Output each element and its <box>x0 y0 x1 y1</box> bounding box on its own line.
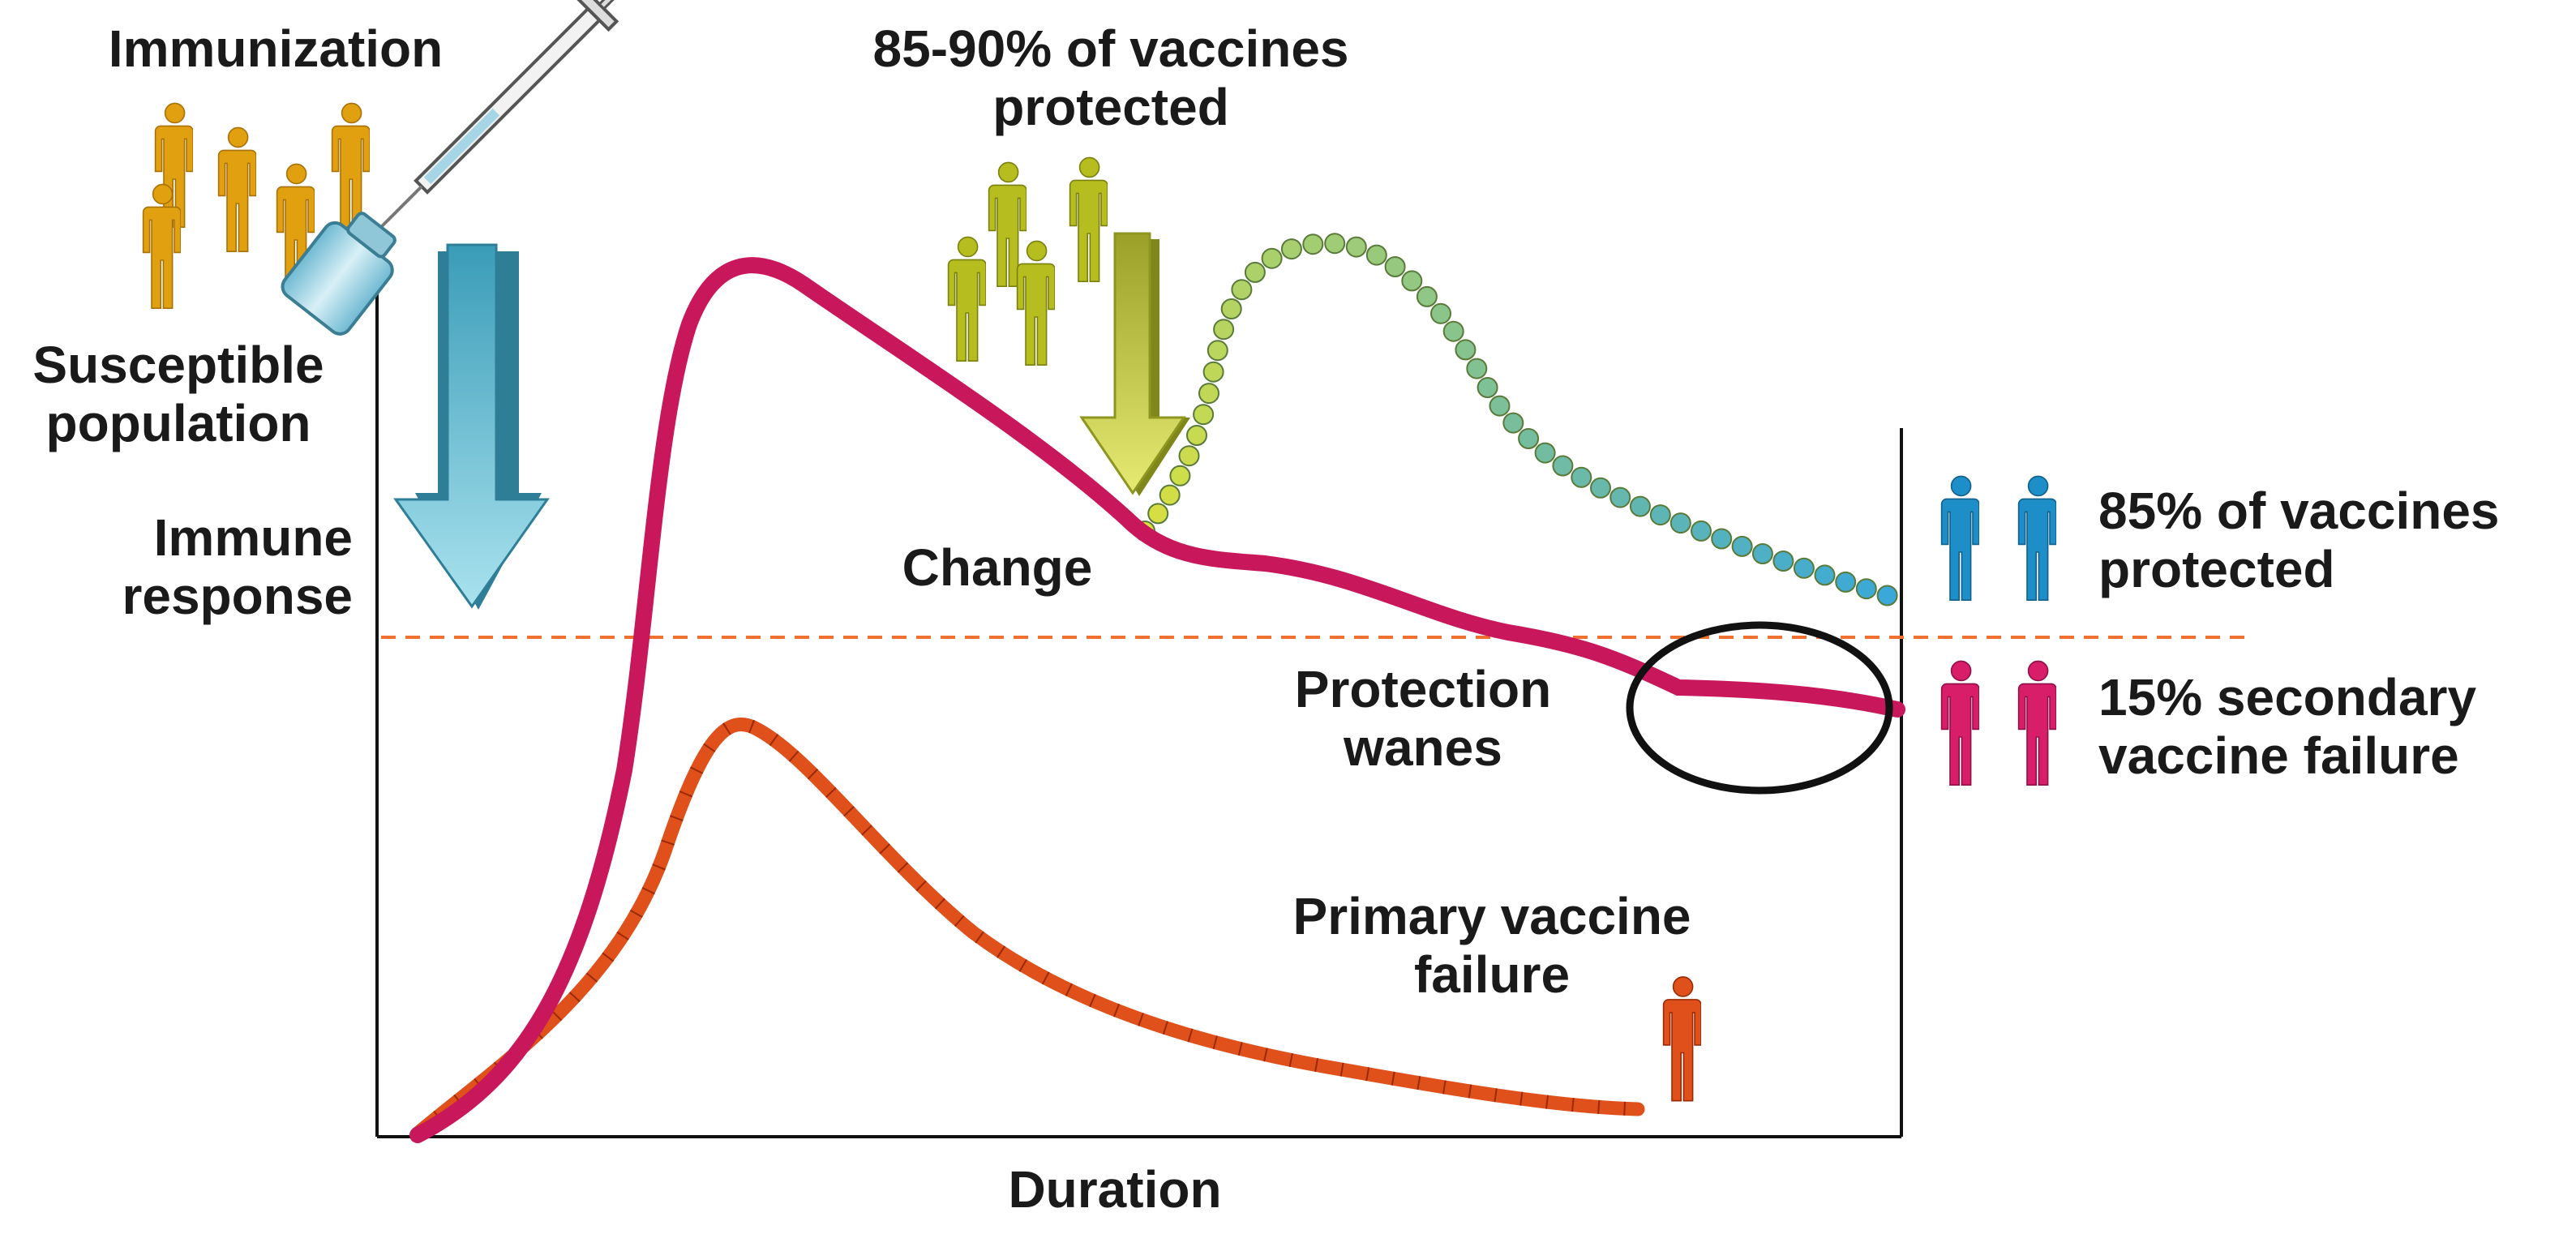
susceptible-line-2: population <box>45 393 311 452</box>
booster-curve-dot <box>1502 412 1524 434</box>
primary-failure-curve <box>410 718 1645 1141</box>
down-arrow-icon <box>393 243 550 610</box>
protection-wanes-label: Protection wanes <box>1253 660 1593 777</box>
booster-curve-dot <box>1793 557 1815 579</box>
person-icon <box>1016 240 1055 366</box>
booster-curve-dot <box>1193 404 1215 426</box>
booster-curve <box>1134 233 1898 606</box>
booster-curve-dot <box>1231 279 1253 301</box>
booster-curve-dot <box>1384 256 1406 277</box>
down-arrow-icon <box>1079 232 1190 496</box>
booster-curve-dot <box>1178 445 1200 467</box>
booster-curve-dot <box>1198 383 1219 405</box>
primary-vaccine-failure-label: Primary vaccine failure <box>1265 887 1719 1004</box>
booster-curve-dot <box>1455 339 1477 361</box>
vaccines-protected-85-line-1: 85% of vaccines <box>2098 482 2500 540</box>
immunization-label: Immunization <box>108 19 444 78</box>
person-icon <box>947 236 986 362</box>
vaccines-protected-85-label: 85% of vaccines protected <box>2098 482 2569 598</box>
syringe-icon <box>380 0 652 228</box>
booster-curve-dot <box>1202 361 1224 383</box>
booster-curve-dot <box>1213 319 1235 341</box>
vial-icon <box>281 212 396 336</box>
booster-curve-dot <box>1534 442 1556 464</box>
booster-curve-dot <box>1345 236 1367 258</box>
person-icon <box>1940 475 1979 602</box>
person-icon <box>217 126 256 253</box>
secondary-vaccine-failure-line-1: 15% secondary <box>2098 668 2477 726</box>
person-icon <box>1940 660 1979 786</box>
booster-curve-dot <box>1855 578 1877 600</box>
booster-curve-dot <box>1669 512 1691 534</box>
vaccines-protected-90-line-2: protected <box>992 77 1229 136</box>
booster-curve-dot <box>1590 477 1611 499</box>
booster-curve-dot <box>1261 247 1283 269</box>
change-label: Change <box>902 538 1093 597</box>
booster-curve-dot <box>1365 244 1387 266</box>
booster-curve-dot <box>1751 543 1773 564</box>
protection-wanes-line-2: wanes <box>1344 718 1502 777</box>
immune-response-curve <box>409 257 1905 1143</box>
vaccines-protected-90-line-1: 85-90% of vaccines <box>872 19 1349 78</box>
person-icon <box>1069 156 1108 283</box>
booster-curve-dot <box>1876 585 1898 606</box>
protected-85-people <box>1940 475 2056 602</box>
booster-curve-dot <box>1186 425 1207 446</box>
booster-curve-dot <box>1220 298 1242 319</box>
booster-curve-dot <box>1442 320 1464 342</box>
immune-response-line-2: response <box>122 566 353 625</box>
person-icon <box>331 102 370 229</box>
booster-curve-dot <box>1629 495 1651 517</box>
booster-curve-dot <box>1207 340 1228 362</box>
axes <box>375 292 1903 1138</box>
secondary-vaccine-failure-line-2: vaccine failure <box>2098 726 2459 785</box>
booster-curve-dot <box>1518 428 1540 449</box>
booster-curve-dot <box>1691 520 1712 542</box>
booster-curve-dot <box>1814 564 1836 586</box>
booster-curve-dot <box>1489 395 1511 417</box>
booster-curve-dot <box>1552 455 1574 477</box>
booster-curve-dot <box>1169 465 1191 486</box>
vaccines-protected-90-label: 85-90% of vaccines protected <box>778 19 1443 136</box>
secondary-vaccine-failure-label: 15% secondary vaccine failure <box>2098 668 2569 785</box>
booster-curve-dot <box>1466 358 1488 379</box>
secondary-failure-ellipse <box>1626 621 1893 795</box>
primary-vaccine-failure-line-2: failure <box>1413 945 1571 1004</box>
booster-curve-dot <box>1649 504 1671 526</box>
booster-curve-dot <box>1159 484 1181 506</box>
person-icon <box>2017 475 2056 602</box>
booster-curve-dot <box>1147 503 1169 525</box>
protected-people <box>947 156 1108 366</box>
booster-curve-dot <box>1416 285 1438 307</box>
secondary-failure-people <box>1940 660 2056 786</box>
booster-curve-dot <box>1401 270 1423 292</box>
booster-curve-dot <box>1302 234 1324 255</box>
booster-curve-dot <box>1772 551 1794 572</box>
person-icon <box>2017 660 2056 786</box>
vaccines-protected-85-line-2: protected <box>2098 539 2335 598</box>
protection-wanes-line-1: Protection <box>1294 660 1552 718</box>
booster-curve-dot <box>1244 261 1266 283</box>
booster-curve-dot <box>1571 466 1592 488</box>
booster-curve-dot <box>1609 486 1631 508</box>
immune-response-label: Immune response <box>49 508 353 625</box>
booster-curve-dot <box>1430 302 1451 324</box>
booster-curve-dot <box>1835 571 1857 593</box>
booster-curve-dot <box>1731 535 1753 557</box>
susceptible-line-1: Susceptible <box>32 336 324 394</box>
immune-response-line-1: Immune <box>153 508 353 567</box>
booster-curve-dot <box>1280 238 1302 260</box>
duration-label: Duration <box>1008 1160 1222 1219</box>
booster-curve-dot <box>1477 377 1498 398</box>
susceptible-population-label: Susceptible population <box>0 336 357 452</box>
booster-curve-dot <box>1324 233 1346 255</box>
booster-curve-dot <box>1711 528 1733 550</box>
primary-vaccine-failure-line-1: Primary vaccine <box>1292 887 1691 945</box>
